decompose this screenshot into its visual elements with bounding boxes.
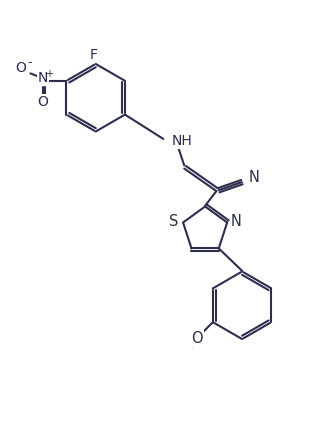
Text: O: O: [37, 95, 48, 109]
Text: N: N: [37, 71, 48, 85]
Text: F: F: [89, 48, 97, 62]
Text: +: +: [45, 69, 53, 79]
Text: N: N: [231, 214, 242, 229]
Text: O: O: [15, 61, 26, 75]
Text: O: O: [191, 331, 202, 346]
Text: N: N: [249, 170, 259, 185]
Text: S: S: [169, 214, 179, 229]
Text: NH: NH: [171, 134, 192, 148]
Text: -: -: [28, 56, 32, 69]
